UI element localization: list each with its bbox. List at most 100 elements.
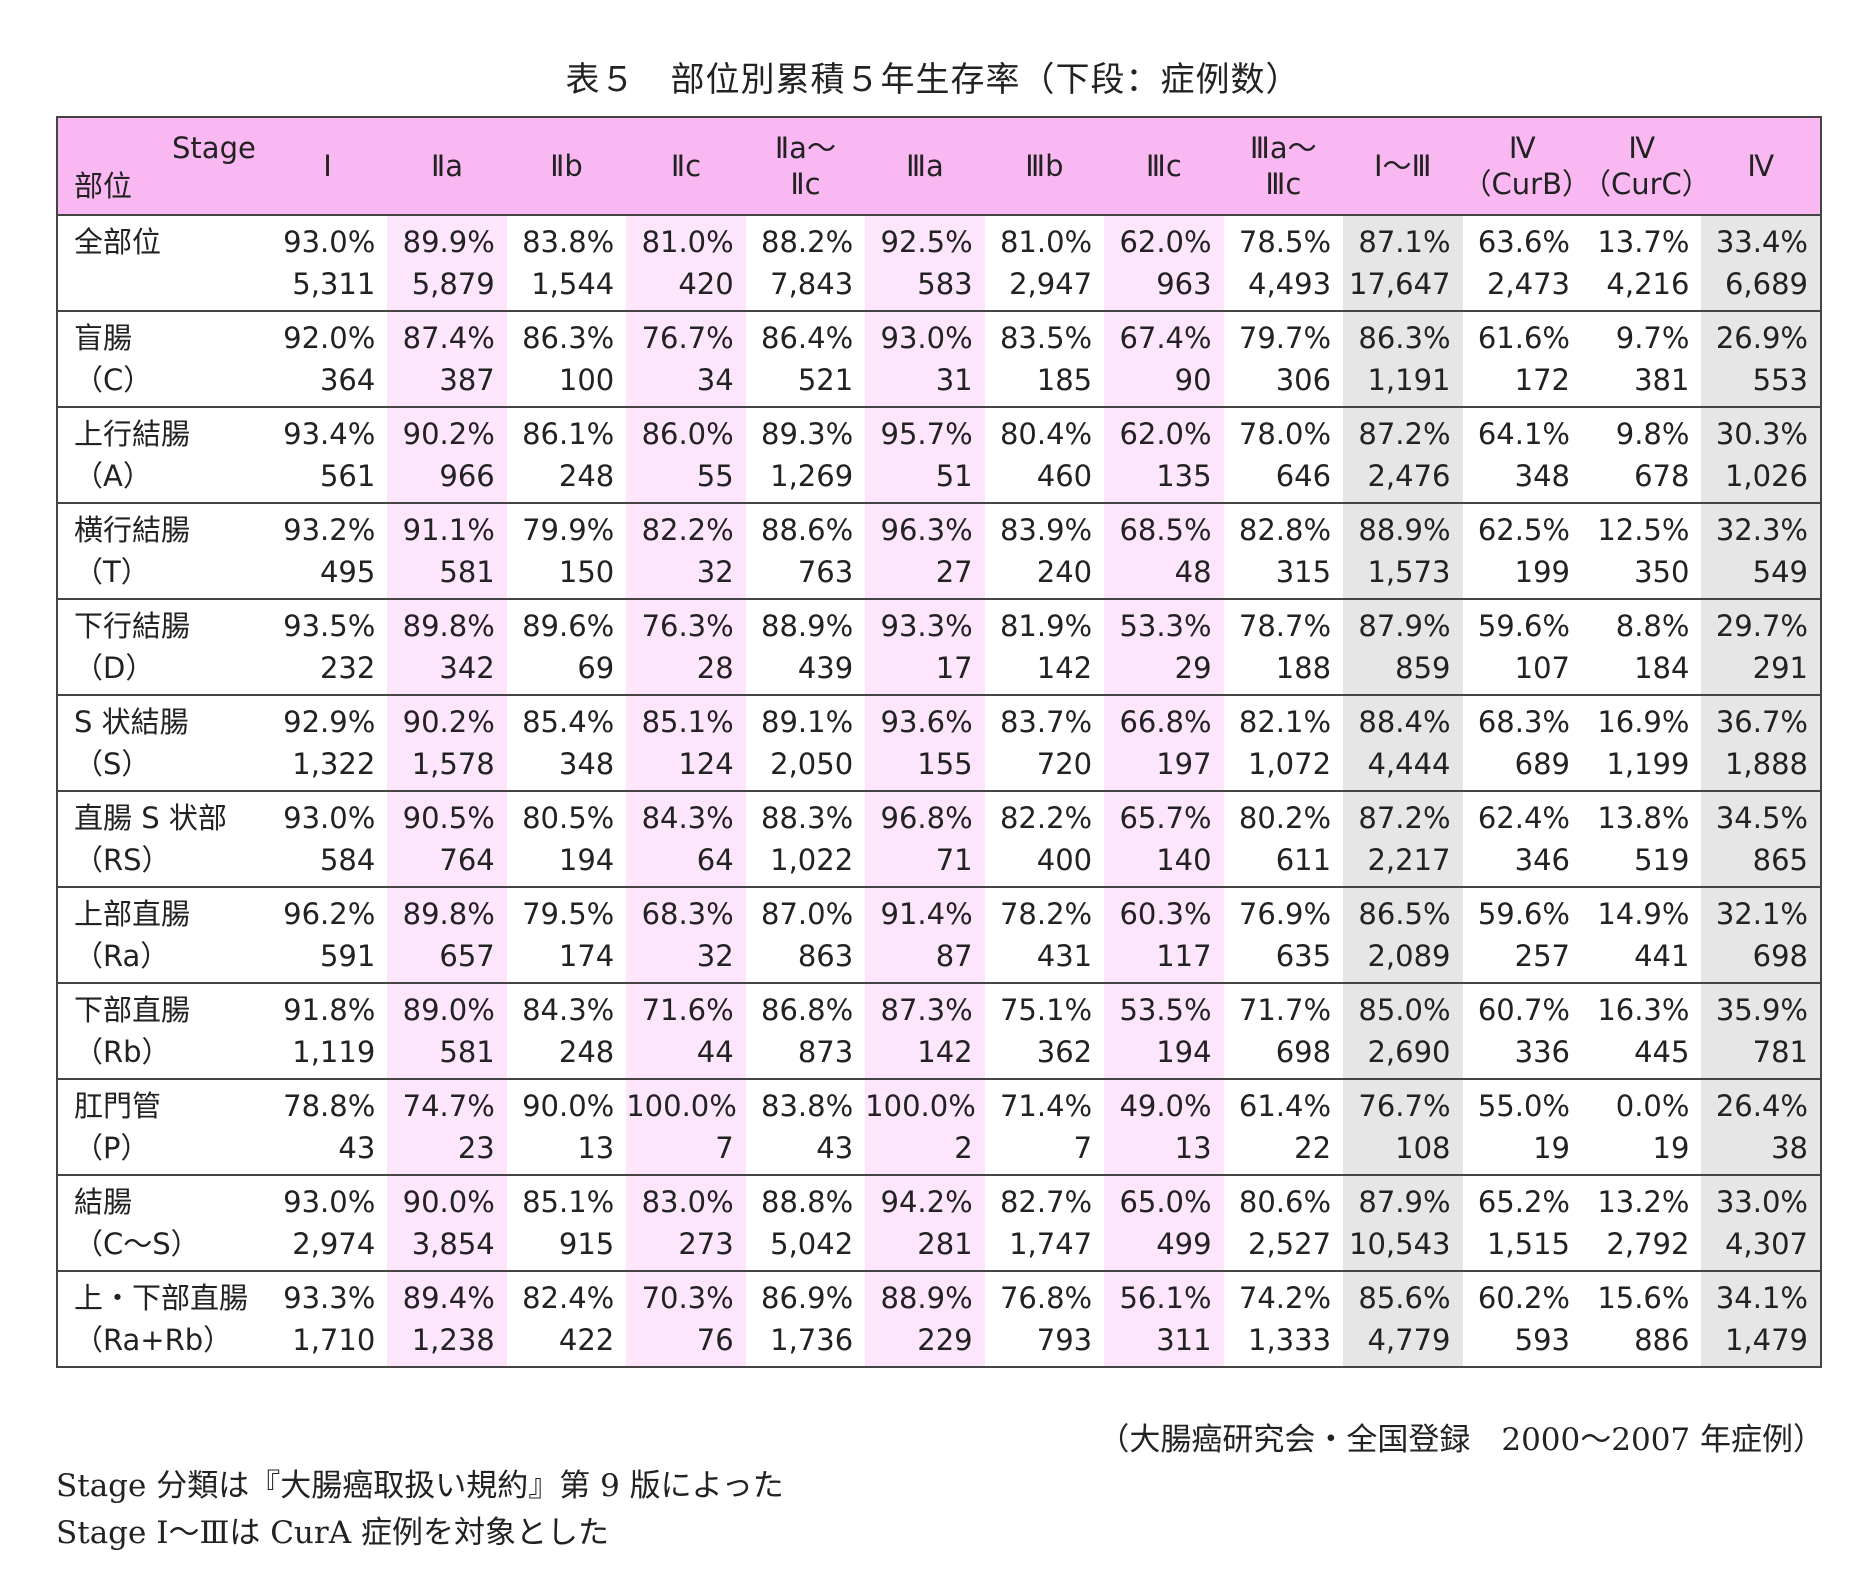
survival-rate-cell: 88.9% (865, 1271, 985, 1319)
table-row-counts: （A） 561 966 248 55 1,269 51 460 135 646 2,476 348 67… (57, 455, 1821, 503)
header-stage-cell: Ⅲa～ Ⅲc (1223, 117, 1344, 216)
case-count-cell: 155 (865, 743, 985, 791)
case-count-cell: 108 (1343, 1127, 1463, 1175)
survival-rate-cell: 90.5% (387, 791, 507, 839)
survival-rate-cell: 82.7% (984, 1175, 1105, 1223)
survival-rate-cell: 79.5% (506, 887, 627, 935)
case-count-cell: 232 (267, 647, 388, 695)
case-count-cell: 583 (865, 263, 985, 311)
site-name-cell: 結腸 (57, 1175, 268, 1223)
case-count-cell: 1,747 (984, 1223, 1105, 1271)
survival-rate-cell: 63.6% (1462, 215, 1582, 263)
survival-rate-cell: 83.8% (745, 1079, 866, 1127)
case-count-cell: 2,947 (984, 263, 1105, 311)
case-count-cell: 362 (984, 1031, 1105, 1079)
case-count-cell: 1,573 (1343, 551, 1463, 599)
site-code-cell: （Ra+Rb） (57, 1319, 268, 1367)
header-stage-cell: Ⅳ （CurB） (1462, 117, 1591, 216)
case-count-cell: 1,479 (1701, 1319, 1821, 1367)
survival-rate-cell: 60.2% (1462, 1271, 1582, 1319)
survival-rate-cell: 79.7% (1223, 311, 1344, 359)
survival-rate-cell: 9.8% (1581, 407, 1702, 455)
survival-rate-cell: 90.0% (387, 1175, 507, 1223)
case-count-cell: 172 (1462, 359, 1582, 407)
survival-rate-cell: 86.1% (506, 407, 627, 455)
table-row-rates: 上行結腸 93.4% 90.2% 86.1% 86.0% 89.3% 95.7% 80.4% 6… (57, 407, 1821, 455)
table-row-rates: 上・下部直腸 93.3% 89.4% 82.4% 70.3% 86.9% 88.9% 76.8… (57, 1271, 1821, 1319)
case-count-cell: 581 (387, 551, 507, 599)
case-count-cell: 1,515 (1462, 1223, 1582, 1271)
survival-rate-cell: 26.4% (1701, 1079, 1821, 1127)
case-count-cell: 117 (1104, 935, 1224, 983)
case-count-cell: 549 (1701, 551, 1821, 599)
case-count-cell: 194 (506, 839, 627, 887)
site-code-cell: （S） (57, 743, 268, 791)
case-count-cell: 657 (387, 935, 507, 983)
site-name-cell: 下行結腸 (57, 599, 268, 647)
survival-rate-cell: 87.1% (1343, 215, 1463, 263)
case-count-cell: 646 (1223, 455, 1344, 503)
case-count-cell: 140 (1104, 839, 1224, 887)
survival-rate-cell: 65.2% (1462, 1175, 1582, 1223)
survival-rate-cell: 35.9% (1701, 983, 1821, 1031)
case-count-cell: 306 (1223, 359, 1344, 407)
survival-rate-cell: 88.8% (745, 1175, 866, 1223)
case-count-cell: 387 (387, 359, 507, 407)
case-count-cell: 346 (1462, 839, 1582, 887)
case-count-cell: 199 (1462, 551, 1582, 599)
case-count-cell: 698 (1223, 1031, 1344, 1079)
survival-rate-cell: 89.9% (387, 215, 507, 263)
case-count-cell: 1,238 (387, 1319, 507, 1367)
survival-rate-cell: 100.0% (626, 1079, 746, 1127)
case-count-cell: 689 (1462, 743, 1582, 791)
case-count-cell: 32 (626, 551, 746, 599)
survival-rate-cell: 34.1% (1701, 1271, 1821, 1319)
case-count-cell: 348 (506, 743, 627, 791)
site-name-cell: 下部直腸 (57, 983, 268, 1031)
survival-rate-cell: 89.8% (387, 887, 507, 935)
site-name-cell: 上・下部直腸 (57, 1271, 268, 1319)
survival-rate-cell: 61.4% (1223, 1079, 1344, 1127)
survival-rate-cell: 32.1% (1701, 887, 1821, 935)
site-code-cell: （P） (57, 1127, 268, 1175)
survival-rate-cell: 91.4% (865, 887, 985, 935)
survival-rate-cell: 93.6% (865, 695, 985, 743)
case-count-cell: 38 (1701, 1127, 1821, 1175)
case-count-cell: 23 (387, 1127, 507, 1175)
survival-rate-cell: 88.9% (1343, 503, 1463, 551)
survival-rate-cell: 79.9% (506, 503, 627, 551)
case-count-cell: 1,578 (387, 743, 507, 791)
case-count-cell: 5,879 (387, 263, 507, 311)
survival-rate-cell: 85.6% (1343, 1271, 1463, 1319)
survival-rate-cell: 80.5% (506, 791, 627, 839)
site-code-cell: （Ra） (57, 935, 268, 983)
survival-rate-cell: 8.8% (1581, 599, 1702, 647)
site-name-cell: 横行結腸 (57, 503, 268, 551)
case-count-cell: 273 (626, 1223, 746, 1271)
survival-rate-cell: 60.3% (1104, 887, 1224, 935)
case-count-cell: 439 (745, 647, 866, 695)
case-count-cell: 248 (506, 1031, 627, 1079)
survival-rate-cell: 36.7% (1701, 695, 1821, 743)
case-count-cell: 135 (1104, 455, 1224, 503)
survival-rate-cell: 74.7% (387, 1079, 507, 1127)
case-count-cell: 350 (1581, 551, 1702, 599)
case-count-cell: 1,888 (1701, 743, 1821, 791)
table-row-counts: （Ra+Rb） 1,710 1,238 422 76 1,736 229 793 311 1,33… (57, 1319, 1821, 1367)
case-count-cell: 76 (626, 1319, 746, 1367)
site-code-cell: （A） (57, 455, 268, 503)
survival-rate-cell: 100.0% (865, 1079, 985, 1127)
survival-rate-cell: 70.3% (626, 1271, 746, 1319)
survival-rate-cell: 95.7% (865, 407, 985, 455)
survival-rate-cell: 83.9% (984, 503, 1105, 551)
survival-rate-cell: 62.4% (1462, 791, 1582, 839)
case-count-cell: 100 (506, 359, 627, 407)
case-count-cell: 886 (1581, 1319, 1702, 1367)
table-row-counts: （RS） 584 764 194 64 1,022 71 400 140 611 2,217 346 5… (57, 839, 1821, 887)
survival-rate-cell: 90.2% (387, 407, 507, 455)
case-count-cell: 1,710 (267, 1319, 388, 1367)
case-count-cell: 4,307 (1701, 1223, 1821, 1271)
case-count-cell: 3,854 (387, 1223, 507, 1271)
table-row-counts: （T） 495 581 150 32 763 27 240 48 315 1,573 199 350 54… (57, 551, 1821, 599)
survival-rate-cell: 66.8% (1104, 695, 1224, 743)
